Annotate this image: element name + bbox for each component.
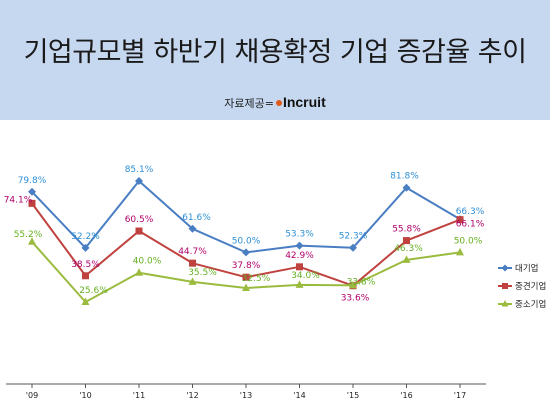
credit-label: 자료제공= bbox=[224, 97, 274, 110]
x-tick-label: '13 bbox=[240, 391, 252, 400]
data-point-3 bbox=[135, 268, 143, 276]
data-label-3: 46.3% bbox=[394, 244, 423, 254]
data-point-2 bbox=[242, 273, 250, 281]
data-point-2 bbox=[296, 263, 303, 271]
brand-logo-icon bbox=[275, 100, 282, 106]
data-label-2: 38.5% bbox=[71, 260, 100, 270]
data-point-3 bbox=[456, 247, 464, 256]
data-label-3: 50.0% bbox=[454, 236, 483, 246]
data-label-1: 53.3% bbox=[285, 230, 314, 240]
data-point-2 bbox=[403, 237, 410, 245]
data-point-3 bbox=[349, 280, 357, 289]
x-tick-label: '10 bbox=[79, 391, 91, 400]
data-point-1 bbox=[402, 183, 411, 192]
data-label-3: 34.0% bbox=[291, 271, 320, 281]
credit-brand: Incruit bbox=[282, 94, 326, 110]
data-label-1: 52.2% bbox=[71, 232, 100, 242]
data-point-3 bbox=[402, 255, 411, 263]
data-point-1 bbox=[242, 248, 250, 257]
data-label-1: 52.3% bbox=[339, 232, 368, 242]
data-point-3 bbox=[81, 297, 90, 305]
data-label-2: 60.5% bbox=[125, 215, 154, 225]
x-tick-label: '17 bbox=[454, 391, 466, 400]
data-point-3 bbox=[28, 237, 36, 245]
data-point-2 bbox=[456, 216, 464, 224]
data-point-1 bbox=[295, 241, 304, 250]
data-point-2 bbox=[28, 199, 36, 207]
data-label-1: 85.1% bbox=[125, 165, 154, 175]
data-label-1: 50.0% bbox=[232, 236, 261, 246]
data-label-2: 44.7% bbox=[178, 247, 207, 257]
x-tick-label: '14 bbox=[293, 391, 305, 400]
x-tick-label: '15 bbox=[347, 391, 359, 400]
x-tick-label: '09 bbox=[26, 391, 38, 400]
data-point-1 bbox=[28, 187, 36, 196]
data-label-2: 37.8% bbox=[232, 261, 261, 271]
data-label-2: 74.1% bbox=[4, 195, 33, 205]
legend-marker-icon bbox=[502, 283, 508, 289]
page-title: 기업규모별 하반기 채용확정 기업 증감율 추이 bbox=[23, 37, 527, 68]
header-banner: 기업규모별 하반기 채용확정 기업 증감율 추이 자료제공= Incruit bbox=[0, 0, 550, 120]
data-point-1 bbox=[188, 224, 197, 233]
data-point-2 bbox=[82, 272, 89, 280]
data-label-3: 35.5% bbox=[188, 268, 217, 278]
data-label-1: 79.8% bbox=[18, 176, 47, 186]
x-tick-label: '16 bbox=[400, 391, 412, 400]
data-point-1 bbox=[135, 177, 143, 185]
line-chart: '09 '10 '11 '12 '13 '14 '15 '16 '17 79.8% 52.2% 85.… bbox=[4, 165, 547, 400]
data-label-3: 55.2% bbox=[14, 230, 43, 240]
legend-marker-icon bbox=[501, 300, 509, 307]
data-label-2: 55.8% bbox=[392, 225, 421, 235]
data-label-2: 42.9% bbox=[285, 251, 314, 261]
data-point-3 bbox=[188, 277, 197, 285]
data-label-3: 40.0% bbox=[133, 257, 162, 267]
legend-label: 중소기업 bbox=[515, 300, 546, 310]
legend-label: 중견기업 bbox=[515, 281, 546, 292]
data-label-3: 32.5% bbox=[242, 274, 271, 284]
data-label-3: 25.6% bbox=[79, 286, 108, 296]
data-label-3: 33.8% bbox=[347, 277, 376, 287]
data-label-1: 81.8% bbox=[390, 172, 419, 182]
data-point-2 bbox=[135, 227, 143, 235]
data-label-1: 66.3% bbox=[456, 207, 485, 217]
data-label-2: 33.6% bbox=[341, 294, 370, 304]
data-point-1 bbox=[81, 243, 90, 252]
x-tick-label: '12 bbox=[186, 391, 198, 400]
x-tick-label: '11 bbox=[133, 391, 145, 400]
legend-marker-icon bbox=[501, 264, 509, 272]
data-point-1 bbox=[349, 243, 357, 252]
source-credit: 자료제공= Incruit bbox=[0, 94, 550, 111]
data-point-2 bbox=[189, 259, 196, 267]
data-point-3 bbox=[295, 280, 304, 288]
data-label-1: 61.6% bbox=[182, 213, 211, 223]
legend-label: 대기업 bbox=[515, 264, 538, 274]
data-label-2: 66.1% bbox=[456, 220, 485, 230]
data-point-3 bbox=[242, 283, 250, 291]
